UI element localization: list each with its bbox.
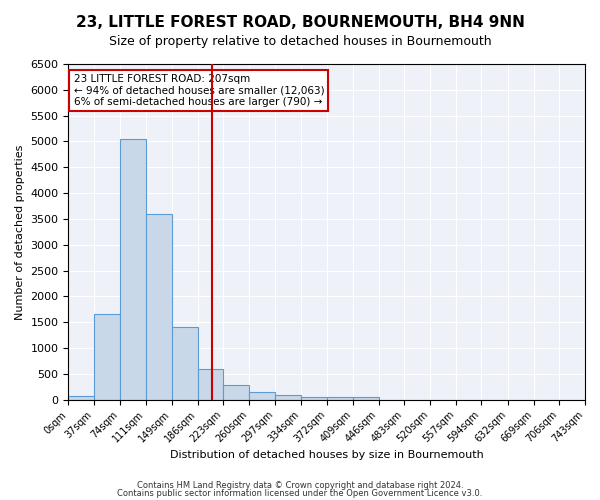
Y-axis label: Number of detached properties: Number of detached properties — [15, 144, 25, 320]
Bar — [94, 314, 120, 400]
Text: Size of property relative to detached houses in Bournemouth: Size of property relative to detached ho… — [109, 35, 491, 48]
Text: 23 LITTLE FOREST ROAD: 207sqm
← 94% of detached houses are smaller (12,063)
6% o: 23 LITTLE FOREST ROAD: 207sqm ← 94% of d… — [74, 74, 324, 108]
Text: Contains public sector information licensed under the Open Government Licence v3: Contains public sector information licen… — [118, 488, 482, 498]
Bar — [249, 392, 275, 400]
Bar — [146, 214, 172, 400]
Bar — [275, 395, 301, 400]
X-axis label: Distribution of detached houses by size in Bournemouth: Distribution of detached houses by size … — [170, 450, 484, 460]
Bar — [353, 396, 379, 400]
Bar — [120, 139, 146, 400]
Text: 23, LITTLE FOREST ROAD, BOURNEMOUTH, BH4 9NN: 23, LITTLE FOREST ROAD, BOURNEMOUTH, BH4… — [76, 15, 524, 30]
Bar — [68, 396, 94, 400]
Bar — [223, 386, 249, 400]
Bar — [327, 396, 353, 400]
Bar — [172, 328, 198, 400]
Bar — [198, 368, 223, 400]
Bar — [301, 396, 327, 400]
Text: Contains HM Land Registry data © Crown copyright and database right 2024.: Contains HM Land Registry data © Crown c… — [137, 481, 463, 490]
